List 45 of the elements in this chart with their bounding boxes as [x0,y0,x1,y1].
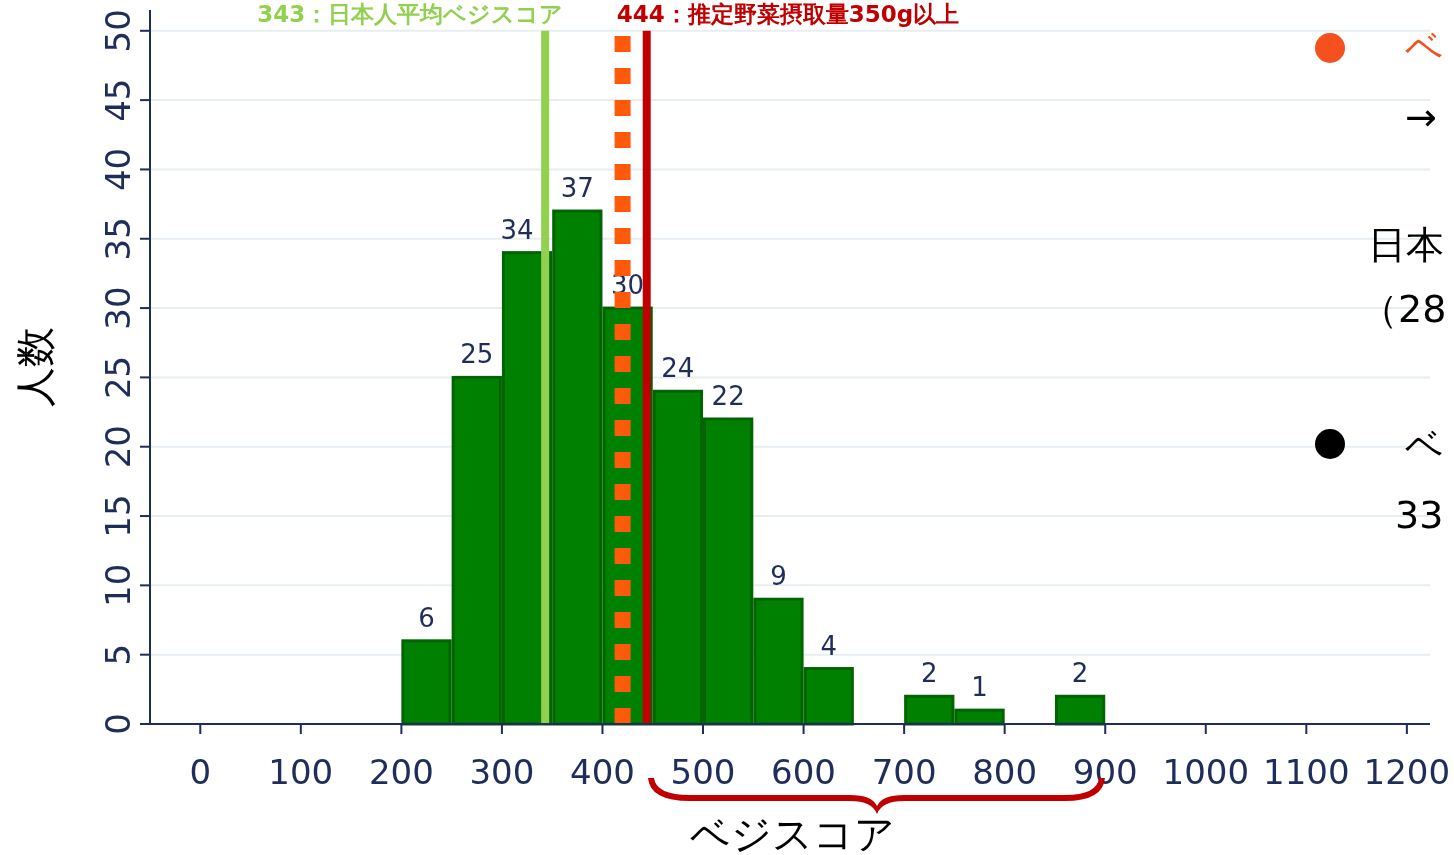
y-tick-label: 45 [98,78,138,122]
x-tick-label: 0 [189,752,212,792]
x-tick-label: 800 [972,752,1038,792]
y-tick-label: 0 [98,713,138,735]
annotation: 日本 [1368,223,1444,267]
y-tick-label: 5 [98,643,138,666]
annotation: ベ [1405,423,1444,467]
x-tick-label: 200 [368,752,434,792]
y-tick-label: 15 [98,494,138,538]
ref-line-label: 343：日本人平均ベジスコア [257,1,564,27]
x-tick-label: 600 [771,752,837,792]
x-tick-label: 700 [871,752,937,792]
y-tick-label: 30 [98,286,138,330]
x-tick-label: 500 [670,752,736,792]
x-tick-label: 900 [1072,752,1138,792]
y-tick-label: 20 [98,425,138,469]
data-label: 1 [971,672,988,703]
annotation: → [1405,95,1437,139]
data-label: 24 [661,353,695,384]
annotation: （28 [1360,287,1447,331]
x-tick-label: 400 [570,752,635,792]
y-tick-label: 25 [98,355,138,400]
y-tick-label: 10 [98,563,138,607]
data-label: 25 [460,339,494,370]
annotation: 33 [1395,493,1444,537]
y-axis-title: 人数 [12,327,58,407]
data-label: 6 [418,602,435,633]
x-tick-label: 1000 [1162,752,1250,792]
ref-line-label: 444：推定野菜摂取量350g以上 [616,1,960,27]
data-label: 4 [820,630,837,661]
y-tick-label: 40 [98,147,138,192]
y-tick-label: 35 [98,217,138,261]
data-label: 37 [560,173,594,204]
data-label: 34 [500,214,534,245]
x-tick-label: 1100 [1263,752,1350,792]
x-tick-label: 1200 [1363,752,1451,792]
data-label: 2 [1071,658,1089,689]
y-tick-label: 50 [98,9,138,53]
x-tick-label: 300 [469,752,535,792]
data-label: 9 [770,561,787,592]
x-tick-label: 100 [268,752,334,792]
data-label: 2 [920,658,938,689]
x-axis-title: ベジスコア [689,811,895,855]
data-label: 22 [711,380,745,411]
annotation: ベ [1405,25,1444,69]
